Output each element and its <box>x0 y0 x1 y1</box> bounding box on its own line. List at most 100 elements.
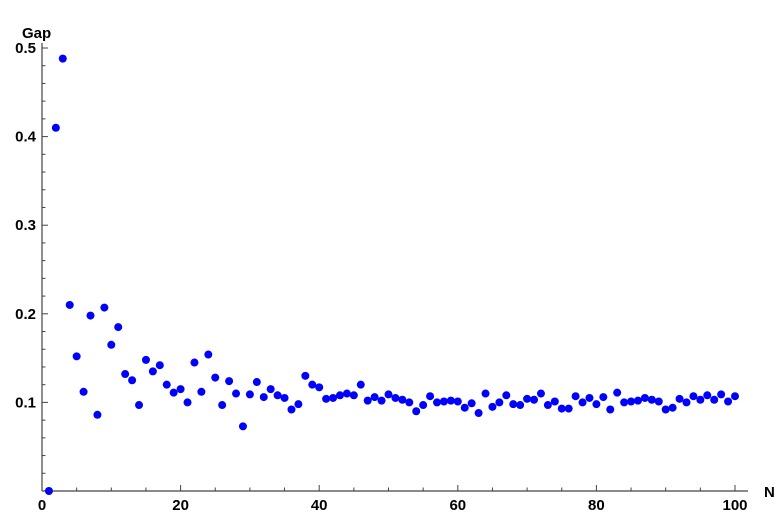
data-point <box>350 391 358 399</box>
data-point <box>121 370 129 378</box>
data-point <box>142 356 150 364</box>
data-point <box>177 385 185 393</box>
data-point <box>710 396 718 404</box>
data-point <box>170 389 178 397</box>
data-point <box>336 391 344 399</box>
data-point <box>579 398 587 406</box>
data-point <box>184 398 192 406</box>
data-point <box>482 390 490 398</box>
data-point <box>322 395 330 403</box>
x-tick-label: 60 <box>449 497 466 514</box>
data-point <box>253 378 261 386</box>
data-point <box>287 405 295 413</box>
data-point <box>731 392 739 400</box>
data-point <box>267 385 275 393</box>
data-point <box>371 393 379 401</box>
data-point <box>523 395 531 403</box>
data-point <box>696 396 704 404</box>
x-tick-label: 80 <box>588 497 605 514</box>
y-tick-label: 0.2 <box>15 306 36 323</box>
data-point <box>294 400 302 408</box>
data-point <box>66 301 74 309</box>
y-tick-label: 0.4 <box>15 129 37 146</box>
data-point <box>190 359 198 367</box>
data-point <box>565 405 573 413</box>
data-point <box>45 487 53 495</box>
data-point <box>232 390 240 398</box>
data-point <box>627 398 635 406</box>
data-point <box>398 396 406 404</box>
data-point <box>163 381 171 389</box>
data-point <box>329 394 337 402</box>
data-point <box>52 124 60 132</box>
data-point <box>93 411 101 419</box>
data-point <box>620 398 628 406</box>
data-point <box>80 388 88 396</box>
data-point <box>128 376 136 384</box>
data-point <box>391 394 399 402</box>
data-point <box>509 400 517 408</box>
x-axis-title: N <box>764 484 775 501</box>
data-point <box>246 390 254 398</box>
data-point <box>530 396 538 404</box>
data-point <box>447 397 455 405</box>
data-point <box>599 393 607 401</box>
data-point <box>558 405 566 413</box>
data-point <box>655 398 663 406</box>
data-point <box>572 392 580 400</box>
data-point <box>156 361 164 369</box>
data-point <box>641 394 649 402</box>
data-point <box>308 381 316 389</box>
y-tick-label: 0.1 <box>15 394 36 411</box>
data-point <box>537 390 545 398</box>
data-point <box>613 389 621 397</box>
data-point <box>551 398 559 406</box>
data-point <box>315 383 323 391</box>
data-point <box>218 401 226 409</box>
y-tick-label: 0.3 <box>15 217 36 234</box>
data-point <box>211 374 219 382</box>
data-point <box>585 394 593 402</box>
data-points <box>45 55 739 495</box>
data-point <box>606 405 614 413</box>
data-point <box>475 409 483 417</box>
data-point <box>689 392 697 400</box>
data-point <box>204 351 212 359</box>
data-point <box>135 401 143 409</box>
data-point <box>488 403 496 411</box>
data-point <box>281 394 289 402</box>
data-point <box>461 404 469 412</box>
data-point <box>648 396 656 404</box>
x-tick-label: 0 <box>38 497 46 514</box>
data-point <box>405 398 413 406</box>
data-point <box>260 393 268 401</box>
data-point <box>385 390 393 398</box>
data-point <box>717 390 725 398</box>
data-point <box>634 397 642 405</box>
data-point <box>433 398 441 406</box>
data-point <box>669 404 677 412</box>
data-point <box>468 399 476 407</box>
data-point <box>114 323 122 331</box>
data-point <box>364 397 372 405</box>
data-point <box>301 372 309 380</box>
data-point <box>149 367 157 375</box>
data-point <box>107 341 115 349</box>
data-point <box>454 398 462 406</box>
data-point <box>676 395 684 403</box>
data-point <box>516 401 524 409</box>
data-point <box>100 304 108 312</box>
data-point <box>419 401 427 409</box>
data-point <box>426 392 434 400</box>
data-point <box>357 381 365 389</box>
x-tick-label: 20 <box>172 497 189 514</box>
tick-group: 0 20 40 60 80 100 0.1 0.2 0.3 0.4 0.5 <box>15 40 747 514</box>
data-point <box>239 422 247 430</box>
data-point <box>495 398 503 406</box>
data-point <box>378 397 386 405</box>
data-point <box>197 388 205 396</box>
y-tick-label: 0.5 <box>15 40 36 57</box>
data-point <box>225 377 233 385</box>
data-point <box>59 55 67 63</box>
